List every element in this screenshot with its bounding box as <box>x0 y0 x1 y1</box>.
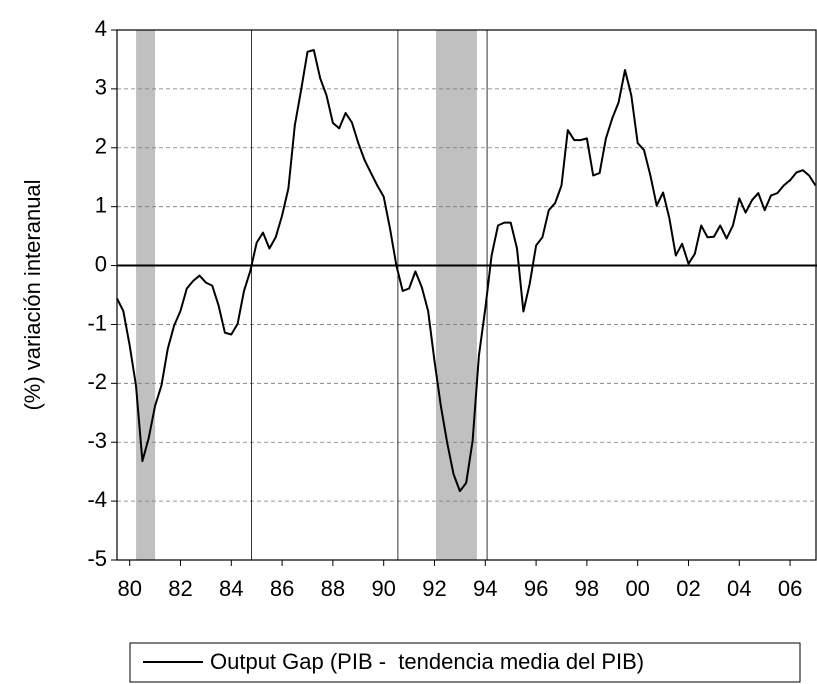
x-tick-label: 06 <box>778 576 802 601</box>
x-tick-label: 82 <box>168 576 192 601</box>
y-tick-label: -4 <box>87 487 107 512</box>
shaded-period <box>136 30 156 560</box>
y-tick-label: 2 <box>95 134 107 159</box>
x-tick-label: 84 <box>219 576 243 601</box>
data-line <box>116 49 817 493</box>
y-tick-label: 1 <box>95 192 107 217</box>
x-tick-label: 88 <box>321 576 345 601</box>
y-tick-label: 4 <box>95 16 107 41</box>
legend-box <box>129 642 801 683</box>
x-tick-label: 04 <box>727 576 751 601</box>
y-tick-label: 0 <box>95 251 107 276</box>
x-tick-label: 80 <box>117 576 141 601</box>
x-tick-label: 92 <box>422 576 446 601</box>
x-tick-label: 96 <box>524 576 548 601</box>
y-axis-label: (%) variación interanual <box>20 179 45 410</box>
y-tick-label: -1 <box>87 310 107 335</box>
plot-frame <box>116 29 817 561</box>
y-tick-label: -2 <box>87 369 107 394</box>
x-tick-label: 98 <box>575 576 599 601</box>
x-tick-label: 00 <box>625 576 649 601</box>
x-tick-label: 86 <box>270 576 294 601</box>
y-tick-label: -5 <box>87 546 107 571</box>
x-tick-label: 90 <box>371 576 395 601</box>
shaded-period <box>436 30 477 560</box>
x-tick-label: 94 <box>473 576 497 601</box>
legend-label: Output Gap (PIB - tendencia media del PI… <box>210 649 644 674</box>
x-tick-label: 02 <box>676 576 700 601</box>
y-tick-label: -3 <box>87 428 107 453</box>
y-tick-label: 3 <box>95 75 107 100</box>
